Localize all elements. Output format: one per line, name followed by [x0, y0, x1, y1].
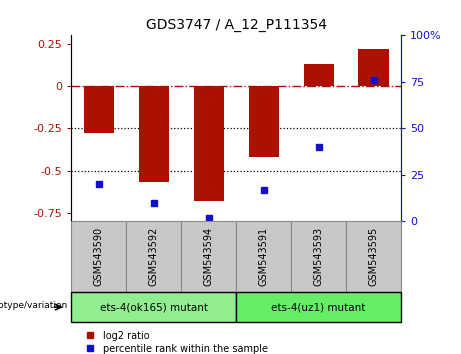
Bar — [346, 221, 401, 292]
Text: GSM543592: GSM543592 — [149, 227, 159, 286]
Text: GSM543591: GSM543591 — [259, 227, 269, 286]
Bar — [181, 221, 236, 292]
Bar — [236, 292, 401, 322]
Bar — [291, 221, 346, 292]
Bar — [303, 64, 334, 86]
Bar — [71, 292, 236, 322]
Legend: log2 ratio, percentile rank within the sample: log2 ratio, percentile rank within the s… — [77, 327, 272, 354]
Text: GSM543593: GSM543593 — [313, 227, 324, 286]
Bar — [359, 49, 389, 86]
Bar — [194, 86, 224, 201]
Bar — [126, 221, 181, 292]
Bar — [84, 86, 114, 133]
Text: ets-4(ok165) mutant: ets-4(ok165) mutant — [100, 302, 208, 312]
Bar — [236, 221, 291, 292]
Text: GSM543595: GSM543595 — [369, 227, 378, 286]
Text: genotype/variation: genotype/variation — [0, 301, 68, 310]
Text: GSM543594: GSM543594 — [204, 227, 214, 286]
Title: GDS3747 / A_12_P111354: GDS3747 / A_12_P111354 — [146, 18, 327, 32]
Text: GSM543590: GSM543590 — [94, 227, 104, 286]
Bar — [248, 86, 279, 157]
Text: ets-4(uz1) mutant: ets-4(uz1) mutant — [272, 302, 366, 312]
Bar — [71, 221, 126, 292]
Bar — [139, 86, 169, 182]
